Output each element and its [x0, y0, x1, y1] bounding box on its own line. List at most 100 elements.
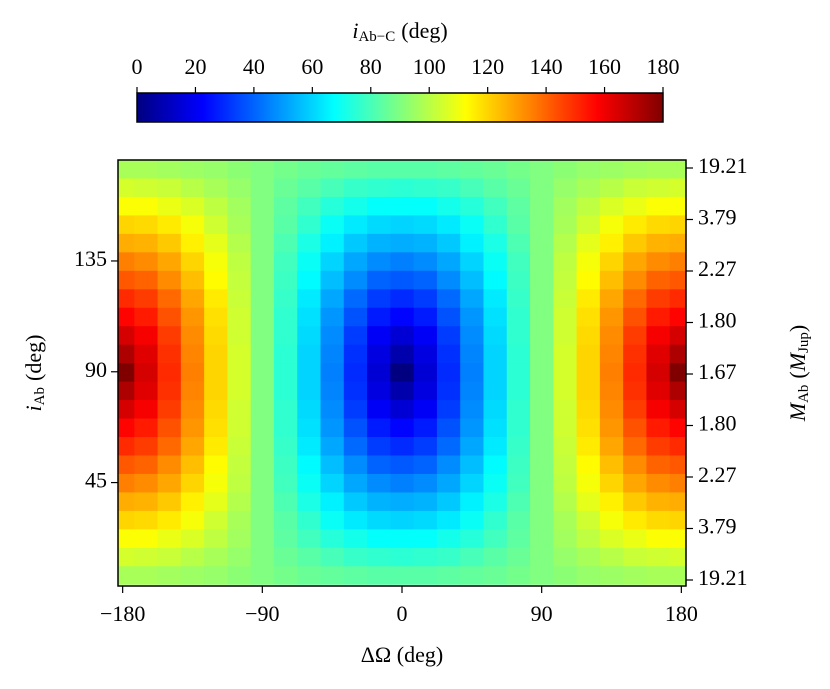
- heatmap-cell: [320, 214, 345, 234]
- heatmap-cell: [436, 510, 461, 530]
- heatmap-cell: [157, 417, 182, 438]
- heatmap-cell: [250, 528, 275, 548]
- y2-tick-label: 19.21: [698, 565, 748, 590]
- heatmap-cell: [530, 473, 554, 493]
- heatmap-cell: [390, 436, 415, 456]
- heatmap-cell: [320, 233, 345, 253]
- heatmap-cell: [506, 233, 531, 253]
- heatmap-cell: [390, 251, 415, 271]
- heatmap-cell: [320, 454, 345, 474]
- heatmap-cell: [460, 547, 485, 567]
- heatmap-cell: [180, 417, 205, 438]
- heatmap-cell: [204, 177, 229, 197]
- heatmap-cell: [623, 177, 648, 197]
- heatmap-cell: [134, 565, 159, 585]
- heatmap-cell: [343, 270, 368, 290]
- heatmap-cell: [227, 381, 252, 401]
- heatmap-cell: [436, 381, 461, 401]
- heatmap-cell: [436, 399, 461, 419]
- heatmap-cell: [413, 436, 438, 456]
- heatmap-cell: [646, 473, 671, 493]
- heatmap-cell: [180, 473, 205, 493]
- heatmap-cell: [134, 196, 159, 216]
- heatmap-cell: [273, 565, 298, 585]
- heatmap-cell: [413, 362, 438, 382]
- heatmap-cell: [576, 177, 601, 197]
- heatmap-cell: [460, 344, 485, 364]
- heatmap-cell: [413, 473, 438, 493]
- heatmap-cell: [646, 436, 671, 456]
- heatmap-cell: [436, 196, 461, 216]
- heatmap-cell: [646, 547, 671, 567]
- heatmap-cell: [623, 454, 648, 474]
- unit: (deg): [401, 18, 447, 43]
- heatmap-cell: [483, 547, 508, 567]
- heatmap-cell: [204, 473, 229, 493]
- heatmap-cell: [483, 177, 508, 197]
- heatmap-cell: [576, 362, 601, 382]
- y2-tick-label: 2.27: [698, 462, 737, 487]
- heatmap-cell: [530, 362, 554, 382]
- heatmap-cell: [273, 510, 298, 530]
- heatmap-cell: [669, 177, 686, 197]
- heatmap-cell: [413, 454, 438, 474]
- heatmap-cell: [297, 436, 322, 456]
- heatmap-cell: [599, 528, 624, 548]
- heatmap-cell: [390, 399, 415, 419]
- heatmap-cell: [227, 362, 252, 382]
- heatmap-cell: [460, 528, 485, 548]
- heatmap-cell: [530, 510, 554, 530]
- heatmap-cell: [134, 214, 159, 234]
- colorbar-tick-label: 40: [243, 54, 265, 79]
- heatmap-cell: [530, 454, 554, 474]
- heatmap-cell: [180, 196, 205, 216]
- heatmap-cell: [227, 177, 252, 197]
- heatmap-cell: [530, 417, 554, 438]
- heatmap-cell: [227, 417, 252, 438]
- heatmap-cell: [343, 177, 368, 197]
- heatmap-cell: [669, 344, 686, 364]
- heatmap-cell: [576, 510, 601, 530]
- heatmap-cell: [273, 454, 298, 474]
- heatmap-cell: [343, 233, 368, 253]
- heatmap-cell: [460, 399, 485, 419]
- colorbar-tick-label: 100: [413, 54, 446, 79]
- heatmap-cell: [367, 344, 391, 364]
- heatmap-cell: [118, 473, 135, 493]
- heatmap-cell: [134, 288, 159, 308]
- heatmap-cell: [669, 473, 686, 493]
- heatmap-cell: [297, 399, 322, 419]
- heatmap-cell: [180, 547, 205, 567]
- heatmap-cell: [227, 288, 252, 308]
- heatmap-cell: [297, 177, 322, 197]
- heatmap-cell: [297, 510, 322, 530]
- heatmap-cell: [483, 233, 508, 253]
- heatmap-cell: [320, 547, 345, 567]
- heatmap-cell: [530, 251, 554, 271]
- heatmap-cell: [320, 270, 345, 290]
- heatmap-cell: [530, 214, 554, 234]
- heatmap-cell: [599, 214, 624, 234]
- heatmap-cell: [669, 510, 686, 530]
- heatmap-cell: [530, 325, 554, 345]
- heatmap-cell: [204, 417, 229, 438]
- y-axis-label: iAb (deg): [21, 335, 48, 412]
- heatmap-cell: [320, 528, 345, 548]
- heatmap-cell: [413, 288, 438, 308]
- heatmap-cell: [553, 344, 578, 364]
- heatmap-cell: [460, 325, 485, 345]
- colorbar-tick-label: 140: [530, 54, 563, 79]
- y2-tick-label: 1.80: [698, 411, 737, 436]
- heatmap-cell: [367, 307, 391, 327]
- heatmap-cell: [227, 160, 252, 179]
- heatmap-cell: [273, 251, 298, 271]
- heatmap-cell: [273, 473, 298, 493]
- heatmap-cell: [623, 233, 648, 253]
- heatmap-cell: [576, 547, 601, 567]
- heatmap-cell: [118, 307, 135, 327]
- heatmap-cell: [553, 214, 578, 234]
- heatmap-cell: [134, 399, 159, 419]
- heatmap-cell: [367, 251, 391, 271]
- heatmap-cell: [134, 510, 159, 530]
- heatmap-cell: [320, 288, 345, 308]
